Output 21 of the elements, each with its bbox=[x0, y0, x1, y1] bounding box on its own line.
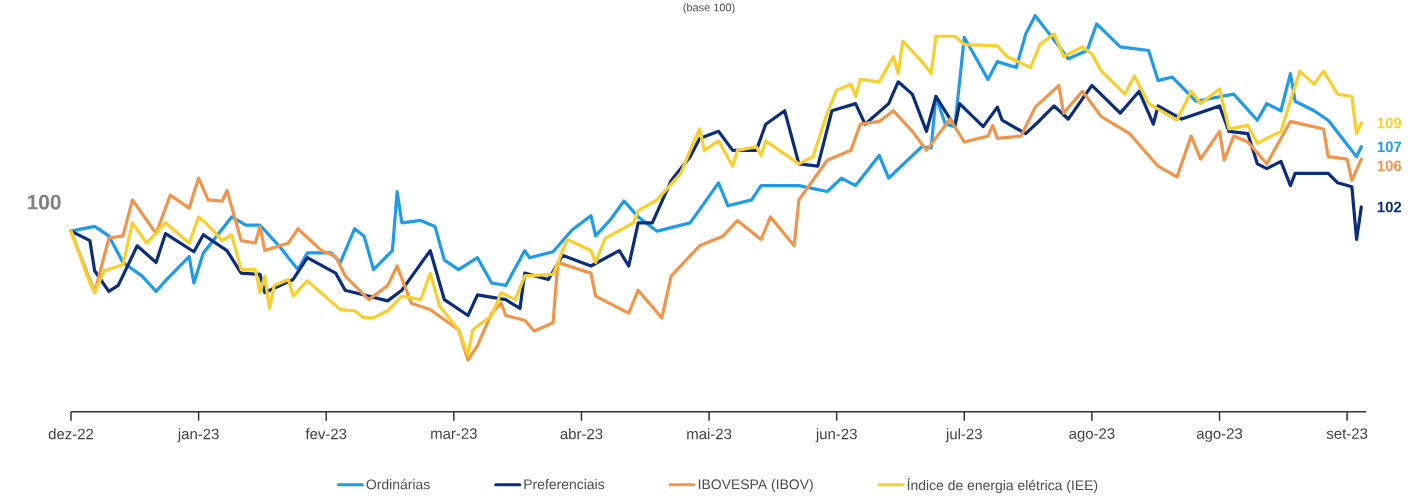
annotation: 102 bbox=[1377, 201, 1402, 213]
x-tick-label: dez-22 bbox=[48, 428, 94, 440]
annotation: 100 bbox=[27, 194, 61, 210]
x-tick-label: ago-23 bbox=[1069, 428, 1115, 442]
x-tick-label: fev-23 bbox=[305, 428, 347, 440]
x-tick-label: mai-23 bbox=[687, 428, 732, 440]
x-tick-label: mar-23 bbox=[431, 428, 477, 439]
x-tick-label: abr-23 bbox=[560, 428, 603, 440]
chart-title: (base 100) bbox=[683, 3, 735, 14]
annotation: 107 bbox=[1377, 141, 1402, 153]
x-tick-label: jan-23 bbox=[177, 428, 219, 443]
x-tick-label: ago-23 bbox=[1196, 428, 1243, 442]
legend-label: IBOVESPA (IBOV) bbox=[698, 479, 813, 493]
legend-label: Preferenciais bbox=[524, 479, 605, 490]
x-tick-label: set-23 bbox=[1326, 428, 1368, 439]
x-tick-label: jun-23 bbox=[815, 428, 857, 443]
annotation: 106 bbox=[1377, 160, 1402, 172]
legend-label: Ordinárias bbox=[366, 479, 430, 490]
annotation: 109 bbox=[1377, 117, 1402, 129]
x-tick-label: jul-23 bbox=[945, 428, 982, 443]
legend-label: Índice de energia elétrica (IEE) bbox=[907, 478, 1098, 494]
